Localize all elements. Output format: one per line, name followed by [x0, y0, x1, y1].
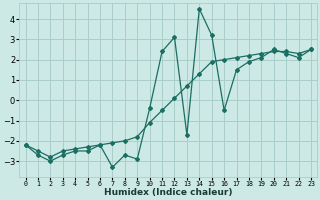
X-axis label: Humidex (Indice chaleur): Humidex (Indice chaleur) [104, 188, 233, 197]
